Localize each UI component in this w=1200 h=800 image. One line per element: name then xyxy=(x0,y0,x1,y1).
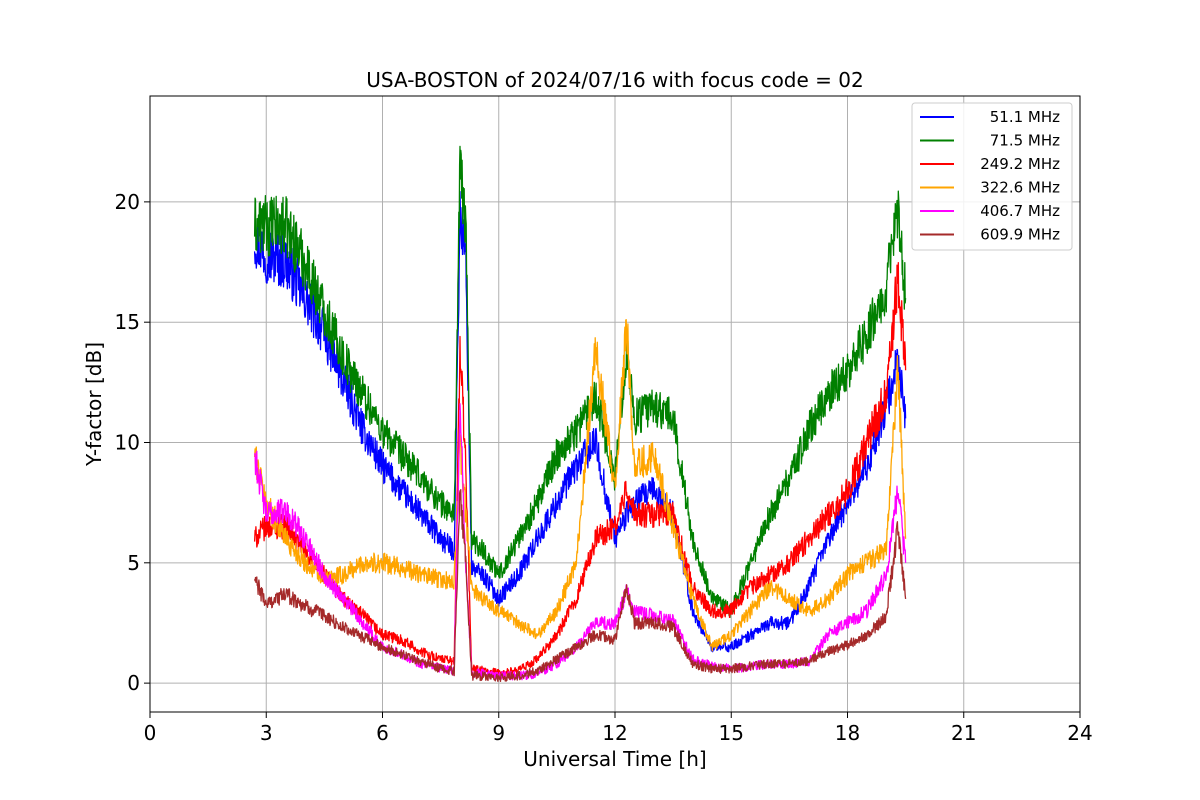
y-axis: 0 5 10 15 20 xyxy=(115,190,150,695)
legend-label: 406.7 MHz xyxy=(980,202,1060,220)
x-tick-label: 0 xyxy=(144,721,157,745)
legend-label: 249.2 MHz xyxy=(980,155,1060,173)
x-tick-label: 9 xyxy=(492,721,505,745)
x-tick-label: 3 xyxy=(260,721,273,745)
y-tick-label: 0 xyxy=(127,671,140,695)
y-tick-label: 5 xyxy=(127,551,140,575)
x-tick-label: 15 xyxy=(719,721,744,745)
series-line xyxy=(253,319,907,652)
x-tick-label: 21 xyxy=(951,721,976,745)
x-tick-label: 24 xyxy=(1067,721,1092,745)
legend-label: 322.6 MHz xyxy=(980,179,1060,197)
x-tick-label: 6 xyxy=(376,721,389,745)
series-line xyxy=(253,262,907,679)
grid xyxy=(149,96,1081,712)
x-tick-label: 12 xyxy=(602,721,627,745)
y-tick-label: 20 xyxy=(115,190,140,214)
series-line xyxy=(253,489,907,683)
legend: 51.1 MHz 71.5 MHz 249.2 MHz 322.6 MHz 406.7 … xyxy=(911,102,1073,251)
y-tick-label: 15 xyxy=(115,310,140,334)
y-axis-label: Y-factor [dB] xyxy=(82,342,106,467)
x-tick-label: 18 xyxy=(835,721,860,745)
x-axis-label: Universal Time [h] xyxy=(523,747,706,771)
legend-label: 609.9 MHz xyxy=(980,226,1060,244)
y-tick-label: 10 xyxy=(115,431,140,455)
series-line xyxy=(253,145,907,619)
series-line xyxy=(253,191,907,653)
chart-title: USA-BOSTON of 2024/07/16 with focus code… xyxy=(366,68,863,92)
legend-label: 71.5 MHz xyxy=(990,132,1060,150)
series-layer xyxy=(253,145,907,683)
legend-label: 51.1 MHz xyxy=(990,108,1060,126)
x-axis: 0 3 6 9 12 15 18 21 24 xyxy=(144,712,1093,745)
